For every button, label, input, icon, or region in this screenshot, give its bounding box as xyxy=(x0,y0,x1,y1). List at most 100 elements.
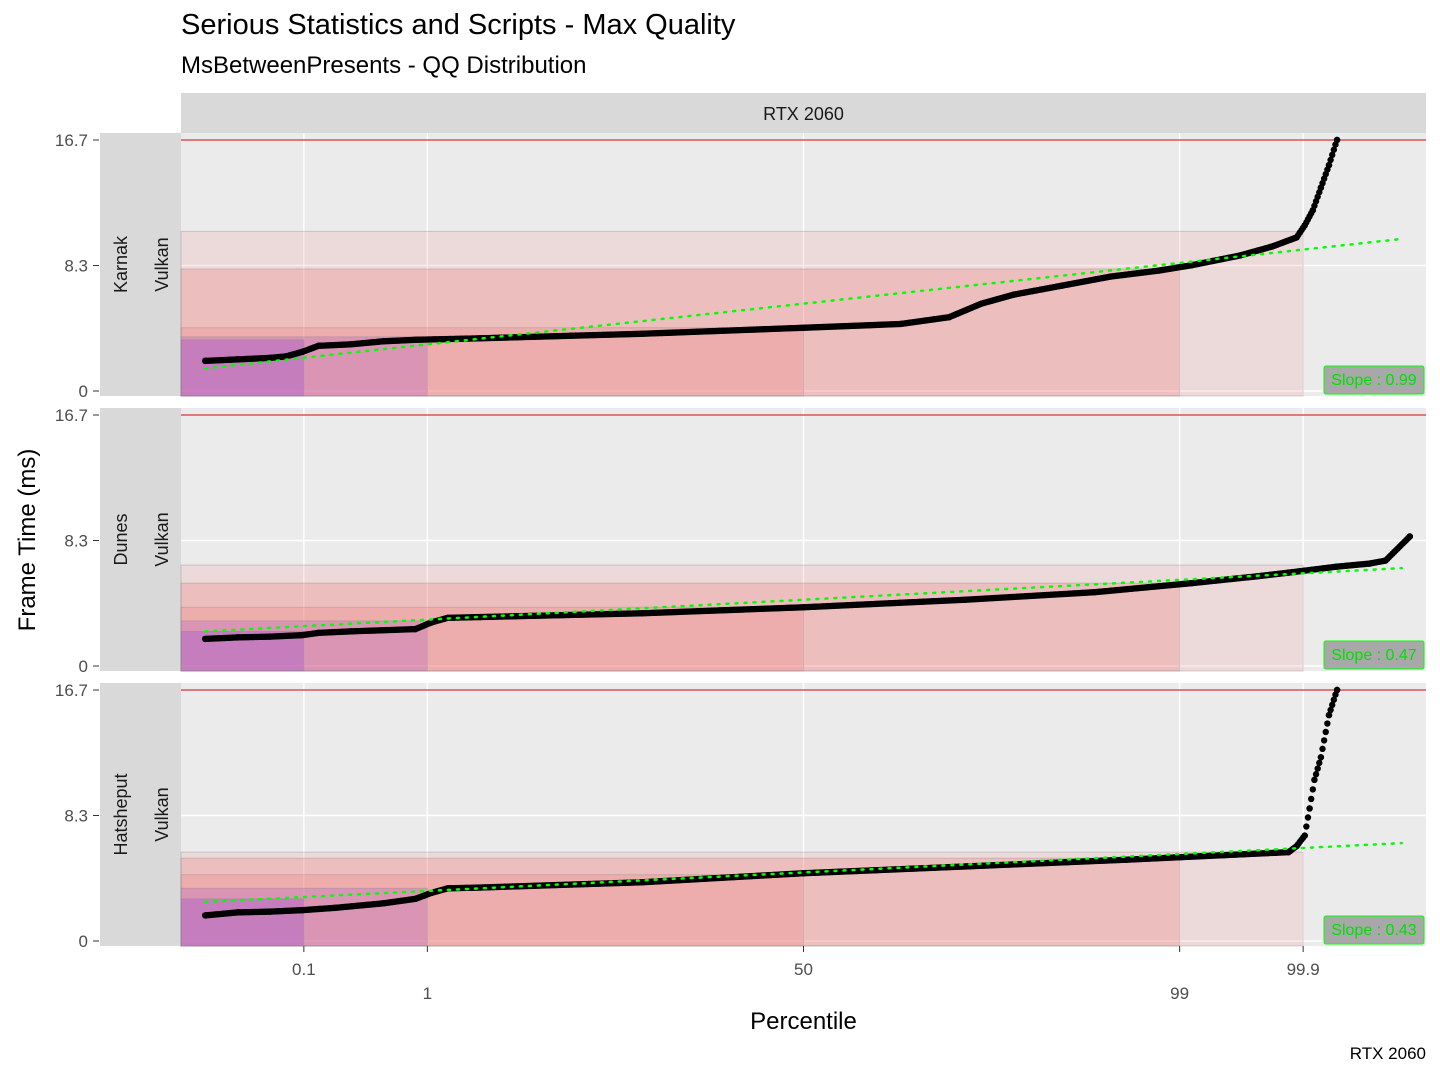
panel-karnak: Karnak Vulkan 0 8.3 16.7 Slope : 0.99 xyxy=(55,131,1426,401)
data-point xyxy=(315,629,322,637)
data-point xyxy=(476,335,484,342)
data-point xyxy=(234,634,241,641)
data-point xyxy=(1059,282,1066,289)
fit-line xyxy=(204,237,1403,370)
data-point xyxy=(1010,291,1017,298)
data-point xyxy=(1156,267,1163,274)
data-point xyxy=(266,633,274,640)
data-point xyxy=(1327,706,1334,714)
api-strip-label: Vulkan xyxy=(152,512,172,566)
x-tick-label: 50 xyxy=(794,960,813,979)
slope-label: Slope : 0.47 xyxy=(1331,647,1417,664)
data-point xyxy=(638,879,646,886)
data-point xyxy=(1333,563,1341,570)
y-tick-label: 16.7 xyxy=(55,406,88,425)
data-points xyxy=(202,136,1341,365)
data-point xyxy=(961,863,969,870)
row-strip-label: Karnak xyxy=(111,235,131,293)
percentile-band-p99_9 xyxy=(180,851,1304,947)
data-point xyxy=(1303,823,1310,830)
x-tick-label: 99 xyxy=(1170,984,1189,1003)
slope-label-box xyxy=(1323,365,1425,395)
chart-subtitle: MsBetweenPresents - QQ Distribution xyxy=(181,52,587,79)
data-point xyxy=(347,628,354,635)
data-point xyxy=(412,895,419,903)
chart-caption: RTX 2060 xyxy=(1349,1044,1426,1063)
data-point xyxy=(897,320,904,328)
api-strip-label: Vulkan xyxy=(152,787,172,841)
api-strip-label: Vulkan xyxy=(152,237,172,291)
data-point xyxy=(1285,848,1292,856)
y-tick-label: 0 xyxy=(79,382,88,401)
y-tick-label: 16.7 xyxy=(55,131,88,150)
y-tick-label: 0 xyxy=(79,657,88,676)
data-point xyxy=(234,356,241,363)
row-strip xyxy=(100,683,181,946)
data-point xyxy=(1091,589,1098,596)
data-point xyxy=(1320,737,1328,744)
data-point xyxy=(1330,146,1338,153)
data-point xyxy=(978,300,985,307)
row-strip-label: Dunes xyxy=(111,513,131,565)
data-point xyxy=(1324,720,1331,727)
data-point xyxy=(1220,851,1228,859)
data-point xyxy=(1312,771,1320,778)
data-point xyxy=(1269,243,1276,250)
data-point xyxy=(1322,728,1329,736)
data-point xyxy=(379,900,387,907)
data-point xyxy=(347,341,354,348)
data-point xyxy=(1236,252,1244,259)
column-strip-label: RTX 2060 xyxy=(763,104,844,124)
y-tick-label: 16.7 xyxy=(55,681,88,700)
data-point xyxy=(1316,759,1323,767)
row-strip xyxy=(100,133,181,396)
data-point xyxy=(1319,745,1326,753)
data-point xyxy=(1327,156,1334,164)
y-axis-title: Frame Time (ms) xyxy=(14,449,41,632)
percentile-band-p99_9 xyxy=(180,230,1304,397)
slope-label: Slope : 0.99 xyxy=(1331,372,1417,389)
panel-dunes: Dunes Vulkan 0 8.3 16.7 Slope : 0.47 xyxy=(55,406,1426,676)
data-point xyxy=(412,336,419,343)
percentile-band-p0_1 xyxy=(180,898,305,947)
fit-line xyxy=(204,841,1403,904)
data-point xyxy=(412,625,419,633)
data-point xyxy=(638,330,646,337)
data-point xyxy=(1306,805,1313,812)
data-point xyxy=(1309,786,1317,793)
percentile-band-p0_1 xyxy=(180,339,305,397)
data-point xyxy=(379,338,387,345)
data-point xyxy=(1314,765,1321,772)
panel-hatsheput: Hatsheput Vulkan 0 8.3 16.7 Slope : 0.43 xyxy=(55,681,1426,951)
data-point xyxy=(1188,262,1195,269)
data-point xyxy=(299,631,306,639)
data-point xyxy=(638,610,646,617)
y-tick-label: 0 xyxy=(79,932,88,951)
data-point xyxy=(1107,273,1114,280)
data-point xyxy=(1301,832,1308,839)
x-tick-label: 1 xyxy=(423,984,432,1003)
fit-line xyxy=(204,566,1403,633)
data-point xyxy=(1301,222,1308,229)
data-point xyxy=(1123,856,1131,863)
data-point xyxy=(282,353,290,360)
y-tick-label: 8.3 xyxy=(64,257,88,276)
data-point xyxy=(800,324,807,331)
y-tick-label: 8.3 xyxy=(64,807,88,826)
data-point xyxy=(266,908,274,915)
data-point xyxy=(1317,184,1325,191)
slope-label-box xyxy=(1323,640,1425,670)
slope-label: Slope : 0.43 xyxy=(1331,922,1417,939)
x-tick-label: 99.9 xyxy=(1287,960,1320,979)
data-point xyxy=(1325,161,1333,169)
data-point xyxy=(476,884,484,891)
data-point xyxy=(202,635,209,643)
data-point xyxy=(1330,696,1338,703)
data-point xyxy=(266,354,274,362)
data-point xyxy=(299,906,306,914)
data-point xyxy=(1325,711,1333,719)
data-point xyxy=(800,870,807,877)
data-point xyxy=(299,348,306,356)
row-strip-label: Hatsheput xyxy=(111,773,131,855)
